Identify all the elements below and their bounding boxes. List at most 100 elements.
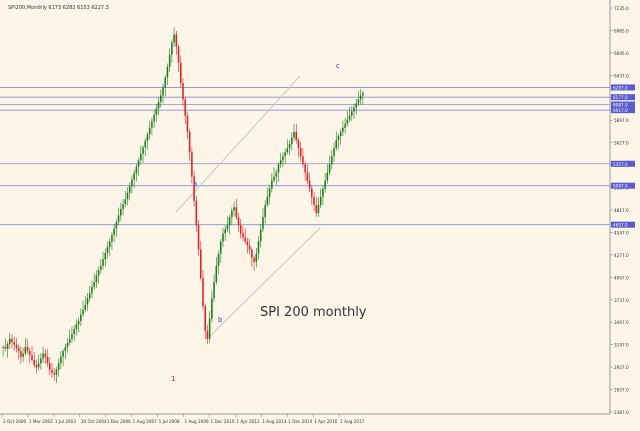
candle-body xyxy=(113,228,115,235)
candle-body xyxy=(42,353,44,359)
candle-body xyxy=(151,121,153,128)
candle-body xyxy=(180,62,182,84)
price-tag-box xyxy=(611,107,635,114)
x-tick-label: 1 Apr 2016 xyxy=(314,419,338,424)
y-tick-label: 5897.0 xyxy=(614,118,629,123)
wave-label-b: b xyxy=(218,316,223,324)
candle-body xyxy=(4,347,7,349)
candle-body xyxy=(88,293,91,299)
candle-body xyxy=(291,137,293,145)
candle-body xyxy=(82,309,84,315)
price-tag-label: 6017.0 xyxy=(613,108,628,113)
candle-body xyxy=(75,324,78,330)
candle-body xyxy=(24,347,27,354)
candle-body xyxy=(144,140,147,148)
candle-body xyxy=(51,369,53,374)
candle-body xyxy=(102,259,104,266)
candle-body xyxy=(37,363,40,368)
candle-body xyxy=(233,207,235,211)
candle-body xyxy=(264,204,266,218)
price-tag-box xyxy=(611,101,635,108)
candle-body xyxy=(297,139,300,149)
candle-body xyxy=(106,247,109,253)
candle-body xyxy=(304,164,306,173)
candle-body xyxy=(8,338,11,344)
candle-body xyxy=(251,249,253,258)
candle-body xyxy=(242,233,244,238)
candle-body xyxy=(211,298,213,319)
candle-body xyxy=(302,156,304,165)
candle-body xyxy=(35,364,38,368)
y-tick-label: 6695.0 xyxy=(614,51,629,56)
candle-body xyxy=(71,334,73,339)
candle-body xyxy=(333,148,335,157)
candle-body xyxy=(122,204,124,209)
candle-body xyxy=(191,152,193,177)
candle-body xyxy=(259,229,262,242)
candle-body xyxy=(326,172,329,181)
candle-body xyxy=(339,131,342,136)
candle-body xyxy=(64,347,67,352)
candle-body xyxy=(133,173,135,180)
x-tick-label: 1 Jul 2008 xyxy=(159,419,180,424)
candle-body xyxy=(162,87,164,96)
candle-body xyxy=(324,180,326,189)
channel-upper-line xyxy=(175,75,301,213)
y-tick-label: 3197.0 xyxy=(614,343,629,348)
candle-body xyxy=(40,358,42,364)
candle-body xyxy=(137,160,140,167)
candle-body xyxy=(66,342,69,348)
candle-body xyxy=(331,156,333,165)
x-tick-label: 2 Oct 2000 xyxy=(3,419,27,424)
candle-body xyxy=(6,343,9,349)
candle-body xyxy=(62,351,64,357)
candle-body xyxy=(157,101,160,109)
candle-body xyxy=(77,321,80,325)
candle-body xyxy=(219,241,222,254)
candle-body xyxy=(217,253,220,266)
candle-body xyxy=(213,282,215,299)
y-tick-label: 4817.0 xyxy=(614,208,629,213)
candle-body xyxy=(344,123,346,128)
y-tick-label: 2387.0 xyxy=(614,410,629,415)
candle-body xyxy=(359,95,362,100)
price-tag-box xyxy=(611,182,635,189)
candle-body xyxy=(215,265,218,283)
candle-body xyxy=(266,196,269,205)
y-tick-label: 3737.0 xyxy=(614,298,629,303)
candle-body xyxy=(299,148,302,157)
candle-body xyxy=(202,278,204,307)
y-tick-label: 5627.0 xyxy=(614,141,629,146)
candle-body xyxy=(117,215,120,222)
y-tick-label: 4277.0 xyxy=(614,253,629,258)
candle-body xyxy=(95,275,98,283)
y-tick-label: 6437.0 xyxy=(614,73,629,78)
candle-body xyxy=(73,329,75,335)
candle-body xyxy=(97,269,100,276)
candle-body xyxy=(288,144,291,149)
candle-body xyxy=(277,164,280,173)
candle-body xyxy=(199,249,202,279)
candle-body xyxy=(2,347,4,348)
candle-body xyxy=(337,135,340,140)
y-tick-label: 6965.0 xyxy=(614,28,629,33)
candle-body xyxy=(328,164,331,173)
candle-body xyxy=(231,210,233,218)
price-tag-label: 6177.0 xyxy=(613,95,628,100)
candle-body xyxy=(206,330,209,339)
price-tag-box xyxy=(611,221,635,228)
candle-body xyxy=(17,347,20,352)
y-tick-label: 4007.0 xyxy=(614,275,629,280)
candle-body xyxy=(13,342,15,345)
candle-body xyxy=(84,304,87,310)
candle-body xyxy=(271,180,273,189)
candle-body xyxy=(33,360,35,365)
candle-body xyxy=(44,353,47,357)
wave-channel xyxy=(175,75,321,337)
candle-body xyxy=(346,119,349,124)
price-tag-label: 5087.0 xyxy=(613,184,628,189)
candle-body xyxy=(60,356,62,364)
chart-annotation: SPI 200 monthly xyxy=(260,305,367,320)
candle-body xyxy=(342,127,344,132)
